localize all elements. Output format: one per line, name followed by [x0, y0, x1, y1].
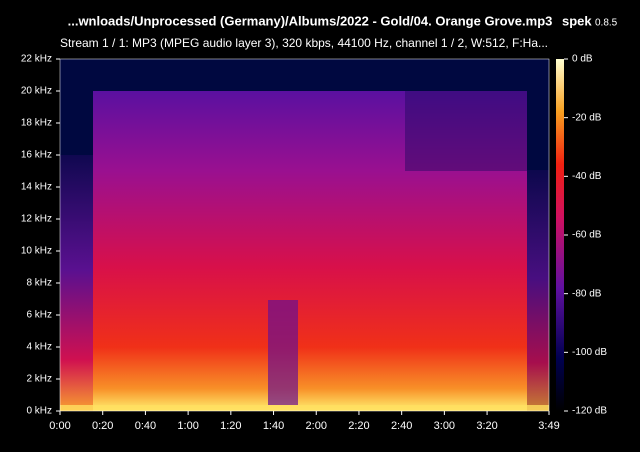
colorbar-tick-label: -100 dB — [572, 347, 607, 358]
x-tick-label: 3:49 — [538, 420, 559, 432]
spectrogram-quiet — [268, 300, 298, 405]
plot-frame — [59, 58, 550, 412]
y-tick-label: 4 kHz — [26, 342, 52, 353]
x-tick-label: 1:00 — [177, 420, 198, 432]
y-tick-label: 20 kHz — [21, 86, 52, 97]
app-name: spek — [562, 13, 592, 28]
x-tick-label: 1:40 — [263, 420, 284, 432]
colorbar-tick-label: -60 dB — [572, 230, 602, 241]
file-title: ...wnloads/Unprocessed (Germany)/Albums/… — [68, 13, 553, 28]
y-tick-label: 14 kHz — [21, 182, 52, 193]
y-tick-label: 6 kHz — [26, 310, 52, 321]
colorbar-tick-label: 0 dB — [572, 54, 593, 65]
x-tick-label: 2:40 — [391, 420, 412, 432]
x-tick-label: 0:00 — [49, 420, 70, 432]
axes: 0:00 0:20 0:40 1:00 1:20 1:40 2:00 2:20 2:40 3:00… — [21, 54, 607, 432]
spectrogram-outro — [527, 170, 549, 411]
colorbar-tick-label: -40 dB — [572, 171, 602, 182]
x-tick-label: 0:40 — [135, 420, 156, 432]
stream-info: Stream 1 / 1: MP3 (MPEG audio layer 3), … — [60, 36, 548, 50]
x-tick-label: 3:00 — [434, 420, 455, 432]
x-tick-label: 0:20 — [92, 420, 113, 432]
spectrogram-body — [93, 91, 527, 411]
colorbar — [556, 59, 564, 411]
app-version: 0.8.5 — [595, 18, 618, 29]
y-tick-label: 12 kHz — [21, 214, 52, 225]
spectrogram-fade — [405, 91, 527, 171]
colorbar-tick-label: -80 dB — [572, 288, 602, 299]
spectrogram-lowband — [60, 405, 549, 411]
x-tick-label: 2:00 — [306, 420, 327, 432]
colorbar-tick-label: -20 dB — [572, 112, 602, 123]
x-tick-label: 2:20 — [348, 420, 369, 432]
y-tick-label: 18 kHz — [21, 118, 52, 129]
spectrogram — [60, 59, 549, 411]
y-tick-label: 16 kHz — [21, 150, 52, 161]
x-tick-label: 3:20 — [476, 420, 497, 432]
y-tick-label: 22 kHz — [21, 54, 52, 65]
y-tick-label: 8 kHz — [26, 278, 52, 289]
colorbar-tick-label: -120 dB — [572, 406, 607, 417]
y-tick-label: 2 kHz — [26, 374, 52, 385]
y-tick-label: 0 kHz — [26, 406, 52, 417]
x-tick-label: 1:20 — [220, 420, 241, 432]
spectrogram-intro — [60, 155, 93, 411]
y-tick-label: 10 kHz — [21, 246, 52, 257]
